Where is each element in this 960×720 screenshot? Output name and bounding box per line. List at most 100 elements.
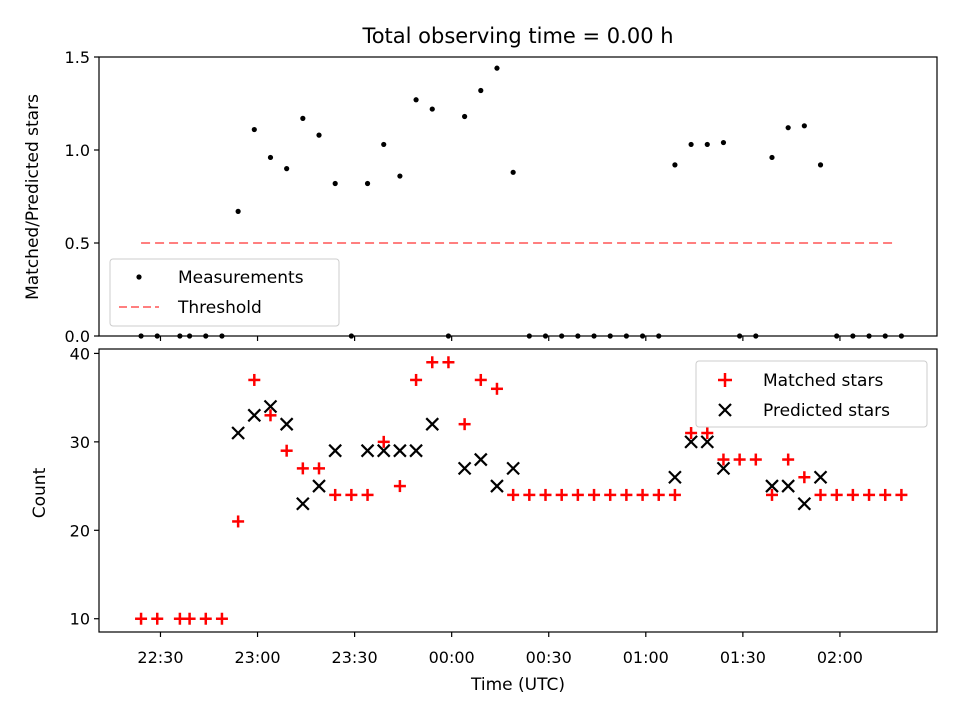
matched-star-point [135,612,148,625]
measurement-point [381,141,387,148]
measurement-point [251,126,257,133]
predicted-star-point [296,496,310,511]
matched-star-point [523,488,536,501]
measurement-point [413,97,419,103]
x-tick-label: 22:30 [137,648,183,667]
bottom-y-tick-label: 30 [70,433,90,452]
measurement-point [364,180,371,187]
bottom-x-ticks: 22:30 23:00 23:30 00:00 00:30 01:00 01:30 02:00 [137,632,863,667]
measurement-point [753,333,759,339]
bottom-y-tick-label: 40 [70,344,90,363]
x-tick-label: 02:00 [817,648,863,667]
matched-star-point [264,409,277,422]
predicted-star-point [279,417,294,431]
measurement-point [898,333,905,339]
top-y-axis-label: Matched/Predicted stars [23,94,43,300]
matched-star-point [377,435,390,448]
predicted-star-point [360,443,375,458]
matched-star-point [604,488,617,501]
matched-star-point [588,488,601,501]
bottom-axes-frame [98,348,938,633]
matched-star-point [296,462,309,475]
measurement-point [526,333,532,339]
matched-star-point [345,488,358,501]
measurement-point [656,333,662,339]
measurement-point [348,333,354,339]
top-y-tick-label: 1.0 [65,141,90,160]
top-axes-frame [98,56,938,337]
matched-star-point [571,488,584,501]
predicted-star-point [312,479,326,493]
measurement-point [769,154,775,161]
predicted-star-point [506,461,520,476]
top-y-tick-label: 0.5 [65,234,90,253]
legend-label-threshold: Threshold [177,298,262,318]
matched-star-point [620,488,633,501]
measurement-point [850,333,856,339]
matched-stars-points [135,356,908,625]
measurement-point [510,169,516,175]
measurement-point [235,208,241,214]
measurement-point [639,333,646,339]
matched-star-point [442,356,455,369]
measurement-point [688,141,694,148]
predicted-star-point [409,443,423,458]
matched-star-point [733,453,746,466]
predicted-star-point [425,417,440,431]
matched-star-point [652,488,665,501]
measurement-point [591,333,597,339]
x-tick-label: 23:30 [332,648,378,667]
matched-star-point [846,488,859,501]
predicted-stars-points [231,399,828,511]
top-y-ticks: 0.0 0.5 1.0 1.5 [65,48,99,346]
measurement-point [462,113,468,120]
matched-star-point [329,488,342,501]
measurement-point [704,141,710,148]
legend-label-measurements: Measurements [178,268,304,288]
measurement-point [866,333,872,339]
matched-star-point [426,356,439,369]
matched-star-point [814,488,827,501]
chart-title: Total observing time = 0.00 h [361,24,673,48]
predicted-star-point [474,452,488,467]
matched-star-point [782,453,795,466]
measurement-point [801,123,807,129]
x-tick-label: 01:30 [720,648,766,667]
matched-star-point [863,488,876,501]
bottom-y-tick-label: 20 [70,521,90,540]
measurement-points [138,65,905,339]
matched-star-point [151,612,164,625]
predicted-star-point [328,443,342,458]
measurement-point [607,333,613,339]
matched-star-point [879,488,892,501]
matched-star-point [539,488,552,501]
predicted-star-point [457,461,472,476]
top-y-tick-label: 0.0 [65,327,90,346]
matched-star-point [701,427,714,440]
matched-star-point [685,427,698,440]
predicted-star-point [813,470,828,485]
bottom-y-axis-label: Count [30,467,50,518]
measurement-point [316,132,322,138]
x-tick-label: 01:00 [623,648,669,667]
matched-star-point [248,373,261,386]
measurement-point [882,333,888,339]
predicted-star-point [668,470,682,485]
measurement-point [284,166,290,172]
predicted-star-point [393,443,407,458]
matched-star-point [215,612,228,625]
matched-star-point [280,444,293,457]
matched-star-point [361,488,374,501]
measurement-point [559,333,565,339]
predicted-star-point [700,435,715,449]
predicted-star-point [765,479,779,493]
measurement-point [623,333,629,339]
predicted-star-point [716,461,731,476]
measurement-point [720,139,727,146]
top-legend: Measurements Threshold [109,258,340,327]
matched-star-point [490,382,503,395]
predicted-star-point [797,496,812,511]
measurement-point [575,333,581,339]
matched-star-point [410,373,423,386]
